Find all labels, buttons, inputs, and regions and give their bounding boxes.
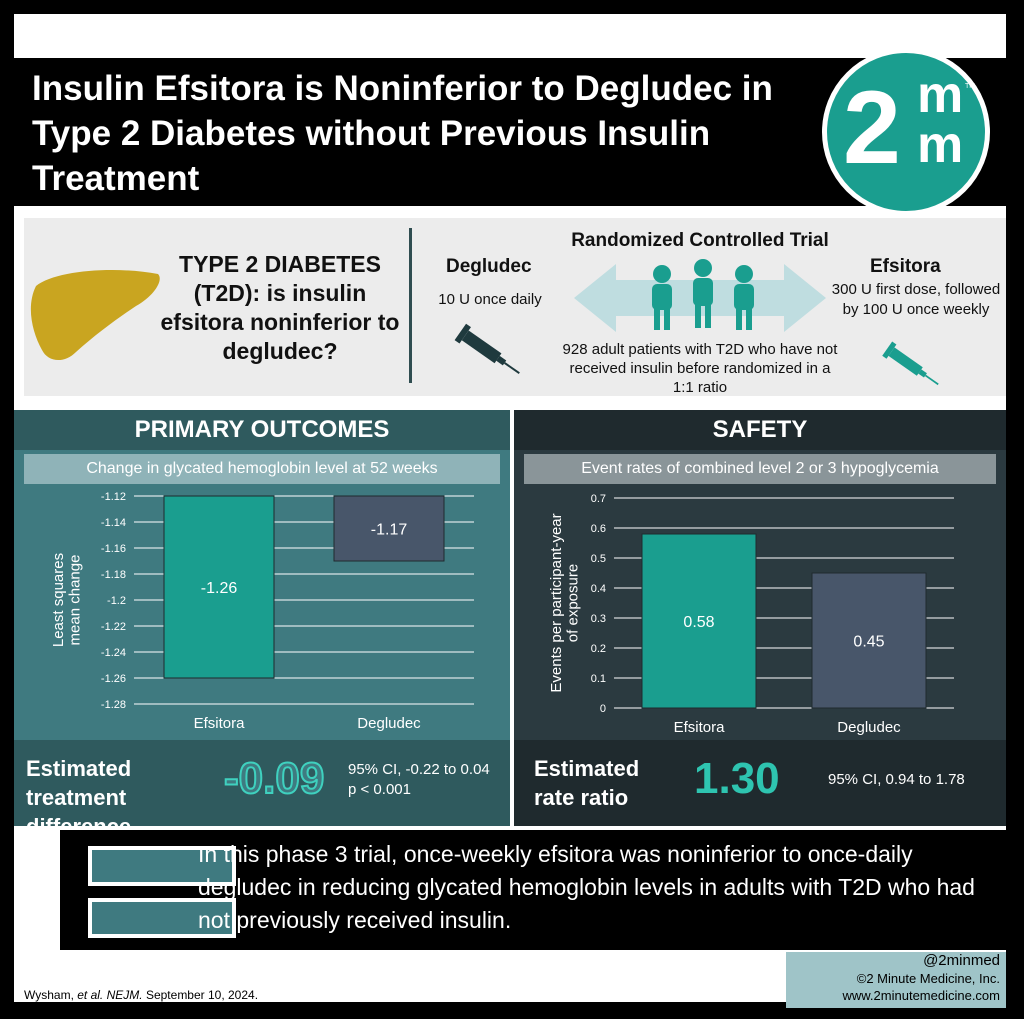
decor-bar bbox=[88, 846, 236, 886]
y-tick-label: -1.22 bbox=[101, 621, 126, 633]
y-tick-label: -1.12 bbox=[101, 491, 126, 503]
credit-box: @2minmed ©2 Minute Medicine, Inc. www.2m… bbox=[786, 952, 1006, 1008]
y-tick-label: -1.2 bbox=[107, 595, 126, 607]
logo-letter-top: m bbox=[917, 66, 964, 124]
copyright: ©2 Minute Medicine, Inc. bbox=[856, 971, 1000, 986]
primary-outcome-chart: -1.12 -1.14 -1.16 -1.18 -1.2 -1.22 -1.24 -1.26 -… bbox=[50, 491, 474, 732]
y-tick-label: -1.26 bbox=[101, 673, 126, 685]
safety-chart: 0.7 0.6 0.5 0.4 0.3 0.2 0.1 0 0.58 Efsitora 0.45 De… bbox=[548, 493, 954, 736]
safety-stat-row: Estimated rate ratio 1.30 95% CI, 0.94 t… bbox=[514, 740, 1006, 826]
liver-icon bbox=[30, 270, 160, 361]
data-label: 0.45 bbox=[853, 634, 884, 651]
y-tick-label: 0.2 bbox=[591, 643, 606, 655]
primary-outcomes-subheading: Change in glycated hemoglobin level at 5… bbox=[24, 454, 500, 484]
primary-stat-row: Estimated treatment difference -0.09 95%… bbox=[14, 740, 510, 839]
bar-degludec bbox=[811, 572, 927, 709]
x-category-label: Efsitora bbox=[674, 719, 726, 736]
citation-etal: et al. bbox=[77, 988, 104, 1002]
treatment-difference-label: Estimated treatment difference bbox=[26, 756, 132, 839]
data-label: 0.58 bbox=[683, 614, 714, 631]
rate-ratio-ci: 95% CI, 0.94 to 1.78 bbox=[828, 771, 965, 788]
citation-authors: Wysham, bbox=[24, 988, 74, 1002]
syringe-icon bbox=[882, 341, 939, 386]
y-tick-label: 0.6 bbox=[591, 523, 606, 535]
divider bbox=[409, 228, 412, 383]
logo-numeral: 2 bbox=[843, 70, 901, 186]
arm-left-dose: 10 U once daily bbox=[438, 291, 542, 308]
conclusion-text: In this phase 3 trial, once-weekly efsit… bbox=[198, 841, 975, 933]
people-icon bbox=[652, 259, 754, 330]
safety-subheading: Event rates of combined level 2 or 3 hyp… bbox=[524, 454, 996, 484]
trial-design-title: Randomized Controlled Trial bbox=[571, 230, 829, 251]
data-label: -1.17 bbox=[371, 522, 408, 539]
website-link[interactable]: www.2minutemedicine.com bbox=[842, 988, 1000, 1003]
social-handle: @2minmed bbox=[923, 952, 1000, 969]
y-tick-label: 0.1 bbox=[591, 673, 606, 685]
treatment-difference-ci: 95% CI, -0.22 to 0.04 bbox=[348, 761, 490, 778]
data-label: -1.26 bbox=[201, 580, 238, 597]
logo-letter-bottom: m bbox=[917, 116, 964, 174]
y-tick-label: -1.14 bbox=[101, 517, 126, 529]
arm-left-name: Degludec bbox=[446, 256, 532, 277]
y-tick-label: -1.24 bbox=[101, 647, 126, 659]
citation-journal: NEJM. bbox=[106, 988, 143, 1002]
y-tick-label: 0 bbox=[600, 703, 606, 715]
y-tick-label: 0.4 bbox=[591, 583, 606, 595]
y-axis-label-line: Events per participant-year bbox=[548, 513, 565, 692]
primary-outcomes-heading: PRIMARY OUTCOMES bbox=[14, 410, 510, 450]
decor-bar bbox=[88, 898, 236, 938]
x-category-label: Degludec bbox=[357, 715, 421, 732]
trial-population: 928 adult patients with T2D who have not… bbox=[562, 341, 838, 396]
y-tick-label: 0.7 bbox=[591, 493, 606, 505]
citation-date: September 10, 2024. bbox=[145, 988, 259, 1002]
treatment-difference-value: -0.09 bbox=[223, 753, 325, 804]
y-axis-label-line: of exposure bbox=[565, 564, 582, 642]
y-tick-label: -1.28 bbox=[101, 699, 126, 711]
rate-ratio-label: Estimated rate ratio bbox=[534, 756, 640, 810]
arm-right-dose: 300 U first dose, followed by 100 U once… bbox=[831, 281, 1001, 318]
safety-panel: SAFETY Event rates of combined level 2 o… bbox=[514, 410, 1006, 826]
2minmed-logo: 2 m m TM bbox=[822, 48, 990, 216]
citation: Wysham, et al. NEJM. September 10, 2024. bbox=[24, 988, 258, 1002]
conclusion-band bbox=[60, 830, 1006, 950]
x-category-label: Efsitora bbox=[194, 715, 246, 732]
trial-overview-panel bbox=[24, 218, 1006, 396]
bar-efsitora bbox=[163, 495, 275, 679]
page-title: Insulin Efsitora is Noninferior to Deglu… bbox=[32, 69, 773, 198]
primary-outcomes-panel: PRIMARY OUTCOMES Change in glycated hemo… bbox=[14, 410, 510, 839]
arm-right-name: Efsitora bbox=[870, 256, 941, 277]
y-axis-label-line: Least squares bbox=[50, 553, 67, 647]
y-axis-label-line: mean change bbox=[67, 555, 84, 646]
rate-ratio-value: 1.30 bbox=[694, 754, 780, 803]
y-tick-label: -1.16 bbox=[101, 543, 126, 555]
y-tick-label: -1.18 bbox=[101, 569, 126, 581]
y-tick-label: 0.5 bbox=[591, 553, 606, 565]
study-question: TYPE 2 DIABETES (T2D): is insulin efsito… bbox=[160, 251, 400, 364]
y-axis-label: Events per participant-yearof exposure bbox=[548, 513, 582, 692]
x-category-label: Degludec bbox=[837, 719, 901, 736]
syringe-icon bbox=[454, 323, 520, 375]
safety-heading: SAFETY bbox=[514, 410, 1006, 450]
bar-degludec bbox=[333, 495, 445, 562]
y-axis-label: Least squaresmean change bbox=[50, 553, 84, 647]
y-tick-label: 0.3 bbox=[591, 613, 606, 625]
bar-efsitora bbox=[641, 533, 757, 709]
logo-trademark: TM bbox=[965, 83, 976, 90]
treatment-difference-p: p < 0.001 bbox=[348, 781, 411, 798]
